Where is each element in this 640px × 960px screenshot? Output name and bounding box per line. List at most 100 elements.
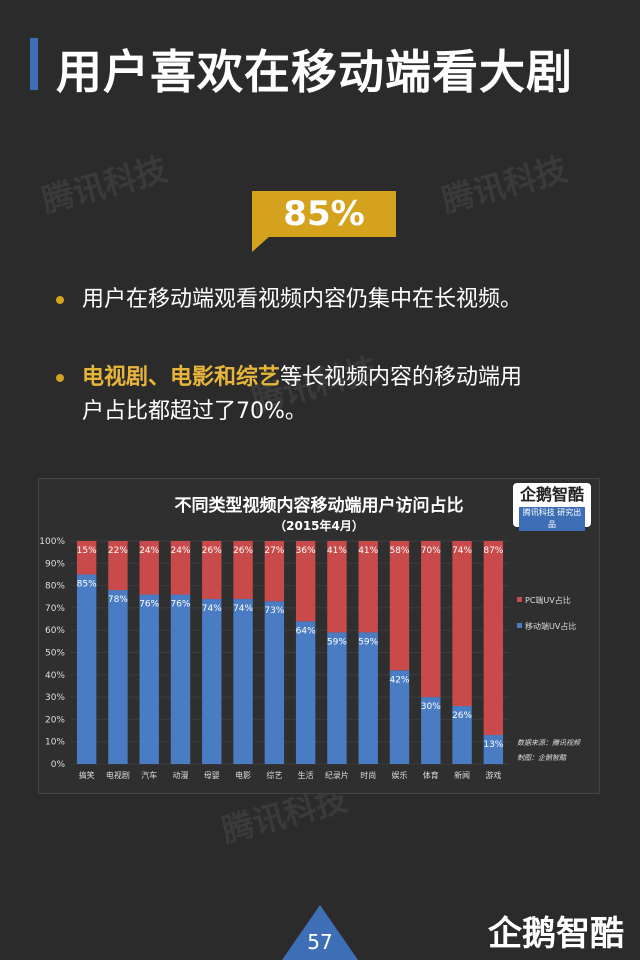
watermark-1: 腾讯科技 bbox=[37, 150, 172, 220]
chart-title: 不同类型视频内容移动端用户访问占比 bbox=[174, 496, 464, 516]
bar-pc-体育 bbox=[421, 541, 441, 698]
data-label-pc: 26% bbox=[233, 546, 253, 556]
data-label-mobile: 74% bbox=[233, 604, 253, 614]
data-label-mobile: 59% bbox=[358, 637, 378, 647]
data-label-mobile: 13% bbox=[483, 740, 503, 750]
data-label-mobile: 59% bbox=[327, 637, 347, 647]
chart-source: 数据来源：腾讯视频 bbox=[517, 739, 582, 747]
y-tick-label: 60% bbox=[45, 626, 65, 636]
data-label-pc: 22% bbox=[108, 546, 128, 556]
bar-pc-娱乐 bbox=[389, 541, 410, 671]
y-tick-label: 100% bbox=[39, 537, 65, 547]
x-tick-label: 动漫 bbox=[173, 770, 189, 780]
bar-pc-搞笑 bbox=[76, 541, 97, 575]
data-label-mobile: 30% bbox=[421, 702, 441, 712]
data-label-mobile: 42% bbox=[389, 675, 409, 685]
bullet-dot-2 bbox=[56, 374, 64, 382]
x-tick-label: 母婴 bbox=[204, 771, 220, 780]
bar-pc-动漫 bbox=[170, 541, 191, 595]
legend-label-mobile: 移动端UV占比 bbox=[525, 621, 576, 631]
y-tick-label: 40% bbox=[45, 671, 65, 681]
y-tick-label: 0% bbox=[51, 760, 66, 770]
data-label-pc: 41% bbox=[327, 546, 347, 556]
data-label-pc: 58% bbox=[389, 546, 409, 556]
chart-subtitle: （2015年4月） bbox=[274, 519, 364, 533]
y-tick-label: 50% bbox=[45, 649, 65, 659]
data-label-mobile: 74% bbox=[202, 604, 222, 614]
bar-pc-电视剧 bbox=[108, 541, 128, 591]
bullet-highlight: 电视剧、电影和综艺 bbox=[82, 365, 281, 390]
bar-mobile-母婴 bbox=[202, 598, 222, 764]
bar-pc-汽车 bbox=[139, 541, 159, 595]
percent-callout: 85% bbox=[252, 191, 396, 237]
x-tick-label: 汽车 bbox=[141, 770, 157, 780]
bullet-text-2: 电视剧、电影和综艺等长视频内容的移动端用 户占比都超过了70%。 bbox=[82, 361, 612, 429]
bar-mobile-电视剧 bbox=[108, 590, 128, 764]
legend-swatch-pc bbox=[517, 597, 522, 602]
bar-mobile-时尚 bbox=[358, 632, 378, 764]
data-label-pc: 87% bbox=[483, 546, 503, 556]
chart-logo-name: 企鹅智酷 bbox=[519, 485, 584, 504]
bar-mobile-新闻 bbox=[452, 706, 472, 764]
data-label-pc: 24% bbox=[139, 546, 159, 556]
bar-mobile-电影 bbox=[233, 598, 253, 764]
page-number-marker bbox=[282, 905, 358, 960]
y-tick-label: 30% bbox=[45, 693, 65, 703]
bar-mobile-生活 bbox=[295, 621, 316, 764]
bar-pc-综艺 bbox=[264, 541, 285, 602]
data-label-pc: 26% bbox=[202, 546, 222, 556]
legend-label-pc: PC端UV占比 bbox=[525, 595, 571, 605]
data-label-pc: 41% bbox=[358, 546, 378, 556]
bar-pc-电影 bbox=[233, 541, 253, 599]
bar-pc-生活 bbox=[295, 541, 316, 622]
legend-swatch-mobile bbox=[517, 623, 522, 628]
data-label-pc: 70% bbox=[421, 546, 441, 556]
x-tick-label: 新闻 bbox=[454, 770, 470, 780]
bar-pc-时尚 bbox=[358, 541, 378, 633]
data-label-mobile: 64% bbox=[296, 626, 316, 636]
bar-mobile-娱乐 bbox=[389, 670, 410, 764]
x-tick-label: 纪录片 bbox=[325, 770, 349, 780]
percent-callout-text: 85% bbox=[283, 194, 365, 234]
x-tick-label: 娱乐 bbox=[392, 770, 408, 780]
page-number: 57 bbox=[307, 930, 333, 954]
data-label-mobile: 76% bbox=[170, 600, 190, 610]
bullet-text-2-line2: 户占比都超过了70%。 bbox=[82, 399, 307, 424]
chart-credit: 制图：企鹅智酷 bbox=[517, 754, 567, 762]
page-title: 用户喜欢在移动端看大剧 bbox=[56, 45, 573, 99]
watermark-2: 腾讯科技 bbox=[437, 150, 572, 220]
bar-mobile-综艺 bbox=[264, 601, 285, 764]
x-tick-label: 搞笑 bbox=[79, 770, 95, 780]
bar-pc-游戏 bbox=[483, 541, 504, 736]
data-label-pc: 15% bbox=[77, 546, 97, 556]
data-label-mobile: 78% bbox=[108, 595, 128, 605]
bar-pc-纪录片 bbox=[327, 541, 347, 633]
data-label-mobile: 26% bbox=[452, 711, 472, 721]
y-tick-label: 80% bbox=[45, 582, 65, 592]
bullet-dot-1 bbox=[56, 296, 64, 304]
data-label-pc: 24% bbox=[170, 546, 190, 556]
brand-logo: 企鹅智酷 bbox=[488, 914, 624, 954]
x-tick-label: 时尚 bbox=[360, 770, 376, 780]
x-tick-label: 综艺 bbox=[266, 770, 282, 780]
chart-logo: 企鹅智酷 腾讯科技 研究出品 bbox=[513, 483, 591, 531]
title-accent-bar bbox=[30, 38, 38, 90]
x-tick-label: 电视剧 bbox=[106, 770, 130, 780]
percent-callout-tail bbox=[252, 236, 270, 252]
bullet-text-1: 用户在移动端观看视频内容仍集中在长视频。 bbox=[82, 287, 523, 312]
data-label-pc: 74% bbox=[452, 546, 472, 556]
data-label-mobile: 76% bbox=[139, 600, 159, 610]
bar-pc-新闻 bbox=[452, 541, 472, 707]
data-label-pc: 27% bbox=[264, 546, 284, 556]
y-tick-label: 70% bbox=[45, 604, 65, 614]
x-tick-label: 生活 bbox=[298, 770, 314, 780]
bar-mobile-汽车 bbox=[139, 594, 159, 764]
bar-mobile-体育 bbox=[421, 697, 441, 764]
bar-pc-母婴 bbox=[202, 541, 222, 599]
bar-mobile-游戏 bbox=[483, 735, 504, 764]
bar-mobile-动漫 bbox=[170, 594, 191, 764]
bar-mobile-纪录片 bbox=[327, 632, 347, 764]
data-label-pc: 36% bbox=[296, 546, 316, 556]
y-tick-label: 90% bbox=[45, 559, 65, 569]
x-tick-label: 游戏 bbox=[485, 770, 501, 780]
